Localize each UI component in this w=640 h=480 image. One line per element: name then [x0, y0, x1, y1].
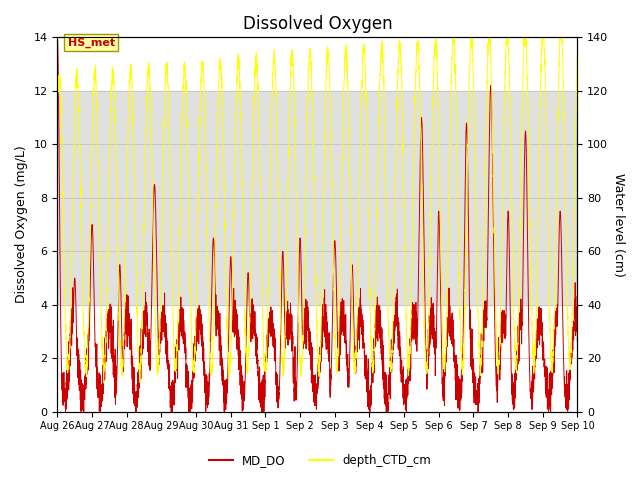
Bar — [58, 91, 577, 305]
Y-axis label: Dissolved Oxygen (mg/L): Dissolved Oxygen (mg/L) — [15, 145, 28, 303]
Text: HS_met: HS_met — [68, 37, 115, 48]
Y-axis label: Water level (cm): Water level (cm) — [612, 173, 625, 276]
Legend: MD_DO, depth_CTD_cm: MD_DO, depth_CTD_cm — [204, 449, 436, 472]
Title: Dissolved Oxygen: Dissolved Oxygen — [243, 15, 392, 33]
